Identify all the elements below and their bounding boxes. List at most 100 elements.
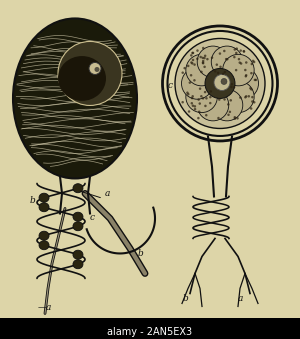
Ellipse shape (238, 58, 240, 60)
Ellipse shape (200, 71, 203, 73)
Ellipse shape (196, 58, 199, 60)
Ellipse shape (189, 81, 191, 84)
Ellipse shape (205, 114, 208, 117)
Ellipse shape (73, 222, 83, 231)
Bar (0, 318, 300, 339)
Ellipse shape (243, 50, 245, 53)
Ellipse shape (210, 90, 212, 93)
Ellipse shape (13, 18, 137, 178)
Ellipse shape (245, 95, 247, 98)
Ellipse shape (217, 117, 220, 119)
Ellipse shape (191, 52, 194, 54)
Ellipse shape (209, 96, 212, 98)
Text: b: b (183, 295, 189, 303)
Ellipse shape (190, 61, 193, 64)
Ellipse shape (244, 96, 247, 99)
Ellipse shape (200, 56, 202, 58)
Ellipse shape (89, 62, 101, 75)
Ellipse shape (252, 60, 254, 62)
Ellipse shape (200, 95, 203, 98)
Ellipse shape (223, 50, 226, 52)
Text: alamy - 2AN5EX3: alamy - 2AN5EX3 (107, 327, 193, 337)
Ellipse shape (253, 61, 255, 63)
Ellipse shape (202, 47, 205, 49)
Ellipse shape (230, 99, 232, 102)
Ellipse shape (250, 88, 253, 91)
Ellipse shape (202, 62, 204, 64)
Ellipse shape (254, 79, 256, 81)
Ellipse shape (191, 62, 194, 65)
Ellipse shape (216, 63, 218, 66)
Ellipse shape (235, 52, 238, 54)
Text: b: b (30, 197, 36, 205)
Ellipse shape (221, 78, 227, 84)
Ellipse shape (211, 57, 213, 59)
Ellipse shape (223, 54, 254, 86)
Ellipse shape (197, 89, 229, 121)
Ellipse shape (191, 97, 193, 99)
Ellipse shape (242, 50, 245, 53)
Ellipse shape (233, 56, 236, 58)
Ellipse shape (182, 68, 213, 99)
Ellipse shape (233, 48, 236, 51)
Ellipse shape (182, 72, 184, 74)
Ellipse shape (192, 104, 194, 107)
Ellipse shape (255, 79, 257, 81)
Ellipse shape (203, 65, 206, 68)
Text: c: c (90, 214, 95, 222)
Ellipse shape (199, 102, 201, 105)
Ellipse shape (197, 98, 200, 101)
Ellipse shape (235, 69, 237, 72)
Ellipse shape (205, 97, 208, 100)
Ellipse shape (73, 212, 83, 221)
Ellipse shape (94, 67, 100, 72)
Ellipse shape (211, 89, 243, 121)
Ellipse shape (194, 105, 196, 107)
Ellipse shape (244, 69, 247, 71)
Ellipse shape (194, 108, 196, 111)
Ellipse shape (187, 93, 190, 95)
Ellipse shape (219, 66, 222, 68)
Ellipse shape (190, 102, 193, 104)
Ellipse shape (205, 68, 235, 98)
Ellipse shape (39, 193, 49, 202)
Ellipse shape (209, 102, 212, 104)
Ellipse shape (214, 70, 217, 73)
Ellipse shape (39, 203, 49, 212)
Ellipse shape (222, 73, 224, 75)
Ellipse shape (233, 116, 236, 119)
Ellipse shape (248, 95, 250, 98)
Ellipse shape (245, 74, 247, 77)
Ellipse shape (188, 110, 190, 113)
Text: c: c (168, 81, 173, 91)
Ellipse shape (251, 96, 254, 98)
Ellipse shape (238, 61, 241, 64)
Ellipse shape (73, 250, 83, 259)
Ellipse shape (39, 241, 49, 250)
Ellipse shape (226, 58, 229, 61)
Ellipse shape (223, 98, 226, 101)
Ellipse shape (250, 72, 253, 75)
Ellipse shape (199, 87, 201, 90)
Text: —a: —a (38, 303, 52, 313)
Ellipse shape (58, 41, 122, 105)
Ellipse shape (190, 54, 193, 57)
Ellipse shape (239, 49, 242, 52)
Ellipse shape (227, 68, 259, 99)
Ellipse shape (234, 117, 236, 120)
Ellipse shape (197, 46, 229, 78)
Ellipse shape (202, 60, 204, 62)
Ellipse shape (204, 55, 206, 57)
Ellipse shape (219, 52, 221, 55)
Ellipse shape (186, 92, 189, 94)
Ellipse shape (245, 61, 248, 64)
Ellipse shape (39, 231, 49, 240)
Ellipse shape (217, 72, 219, 74)
Ellipse shape (211, 46, 243, 78)
Ellipse shape (239, 96, 242, 99)
Ellipse shape (198, 111, 200, 113)
Ellipse shape (191, 95, 194, 98)
Ellipse shape (202, 57, 204, 59)
Ellipse shape (204, 105, 207, 107)
Ellipse shape (233, 86, 236, 88)
